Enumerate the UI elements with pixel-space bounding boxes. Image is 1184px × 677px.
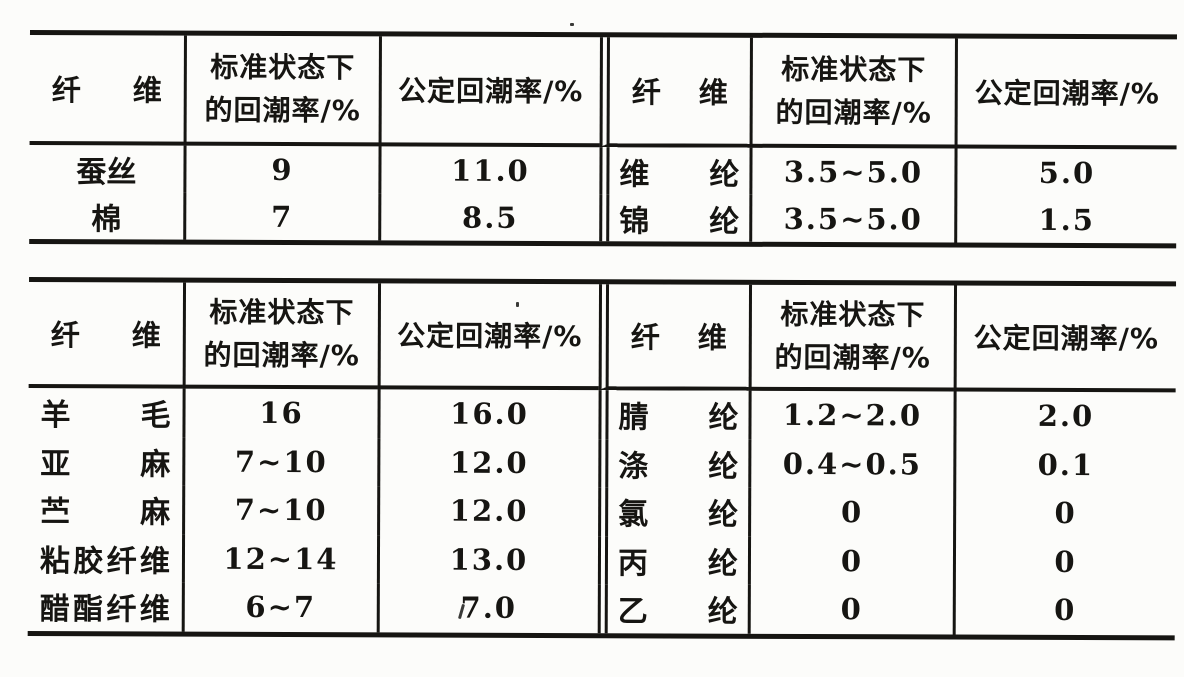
official-regain-cell: 2.0	[953, 391, 1176, 441]
official-regain-cell: 11.0	[378, 146, 600, 195]
fiber-name: 苎麻	[40, 495, 171, 531]
standard-regain-cell: 0	[748, 487, 954, 538]
fiber-name: 维纶	[619, 156, 740, 193]
fiber-header-label: 纤维	[631, 75, 728, 110]
standard-regain-cell: 1.2~2.0	[748, 390, 954, 441]
standard-regain-header-cell-right: 标准状态下 的回潮率/%	[749, 37, 955, 149]
standard-regain-cell: 9	[183, 145, 379, 194]
fiber-name: 亚麻	[40, 446, 171, 483]
official-regain-cell: 7.0	[376, 583, 598, 633]
standard-regain-cell: 0.4~0.5	[748, 439, 954, 489]
standard-regain-header-cell-left: 标准状态下 的回潮率/%	[182, 282, 379, 390]
fiber-name-cell: 粘胶纤维	[28, 533, 182, 582]
scan-speck	[516, 302, 519, 307]
official-regain-cell: 1.5	[954, 195, 1177, 244]
fiber-header-cell-right: 纤维	[598, 284, 750, 391]
fiber-name-cell: 丙纶	[597, 535, 749, 585]
fiber-name-cell: 锦纶	[599, 194, 750, 242]
standard-regain-cell: 0	[747, 536, 954, 586]
standard-regain-cell: 7~10	[182, 485, 378, 535]
fiber-name: 羊毛	[40, 398, 171, 434]
official-regain-cell: 12.0	[377, 486, 599, 536]
fiber-name-cell: 羊毛	[28, 388, 182, 437]
fiber-header-cell-left: 纤维	[29, 34, 184, 146]
standard-regain-cell: 12~14	[181, 534, 378, 584]
official-regain-cell: 0	[952, 537, 1176, 587]
standard-regain-header-cell-left: 标准状态下 的回潮率/%	[183, 35, 379, 147]
fiber-header-cell-right: 纤维	[599, 37, 750, 148]
fiber-name: 锦纶	[619, 203, 740, 240]
fiber-header-cell-left: 纤维	[28, 281, 184, 389]
official-regain-cell: 16.0	[377, 389, 599, 439]
official-regain-cell: 0	[952, 585, 1175, 635]
fiber-name-cell: 腈纶	[598, 390, 749, 440]
regain-table-bottom: 纤维 标准状态下 的回潮率/% 公定回潮率/% 纤维 标准状态下 的回潮率/% …	[27, 276, 1177, 640]
fiber-name-cell: 棉	[29, 192, 183, 240]
fiber-name: 乙纶	[617, 594, 738, 630]
standard-regain-cell: 0	[747, 584, 953, 635]
fiber-name: 氯纶	[618, 497, 739, 533]
regain-table-top: 纤维 标准状态下 的回潮率/% 公定回潮率/% 纤维 标准状态下 的回潮率/% …	[29, 30, 1177, 249]
fiber-header-label: 纤维	[50, 318, 161, 353]
fiber-name: 蚕丝	[76, 154, 137, 190]
official-regain-header-cell-left: 公定回潮率/%	[378, 36, 600, 148]
fiber-name-cell: 涤纶	[598, 438, 749, 488]
standard-regain-cell: 7~10	[182, 437, 378, 487]
official-regain-cell: 5.0	[954, 148, 1177, 197]
fiber-name-cell: 维纶	[599, 147, 750, 195]
scan-content: 纤维 标准状态下 的回潮率/% 公定回潮率/% 纤维 标准状态下 的回潮率/% …	[27, 30, 1177, 640]
fiber-name-cell: 苎麻	[28, 485, 182, 534]
standard-regain-cell: 16	[182, 388, 378, 438]
fiber-name: 丙纶	[617, 546, 739, 582]
official-regain-cell: 0.1	[953, 440, 1176, 490]
fiber-name-cell: 醋酯纤维	[28, 582, 182, 631]
fiber-name: 棉	[91, 201, 122, 237]
official-regain-header-cell-left: 公定回潮率/%	[377, 283, 600, 391]
fiber-header-label: 纤维	[630, 320, 727, 355]
standard-regain-cell: 7	[183, 192, 379, 241]
fiber-header-label: 纤维	[51, 73, 162, 108]
official-regain-cell: 13.0	[376, 534, 599, 585]
official-regain-cell: 0	[953, 488, 1176, 538]
fiber-name: 粘胶纤维	[39, 543, 171, 580]
fiber-name: 涤纶	[618, 449, 739, 485]
standard-regain-header-cell-right: 标准状态下 的回潮率/%	[748, 284, 955, 392]
standard-regain-cell: 6~7	[181, 582, 377, 632]
scan-speck	[570, 23, 574, 26]
standard-regain-cell: 3.5~5.0	[749, 194, 955, 243]
fiber-name-cell: 氯纶	[598, 487, 749, 537]
standard-regain-cell: 3.5~5.0	[749, 147, 955, 196]
official-regain-cell: 8.5	[378, 193, 600, 242]
official-regain-cell: 12.0	[377, 437, 599, 488]
fiber-name-cell: 蚕丝	[29, 145, 183, 193]
fiber-name-cell: 亚麻	[28, 436, 182, 485]
official-regain-header-cell-right: 公定回潮率/%	[953, 285, 1177, 393]
fiber-name: 腈纶	[618, 400, 739, 436]
official-regain-header-cell-right: 公定回潮率/%	[954, 38, 1177, 150]
fiber-name-cell: 乙纶	[597, 584, 748, 634]
fiber-name: 醋酯纤维	[39, 592, 170, 628]
